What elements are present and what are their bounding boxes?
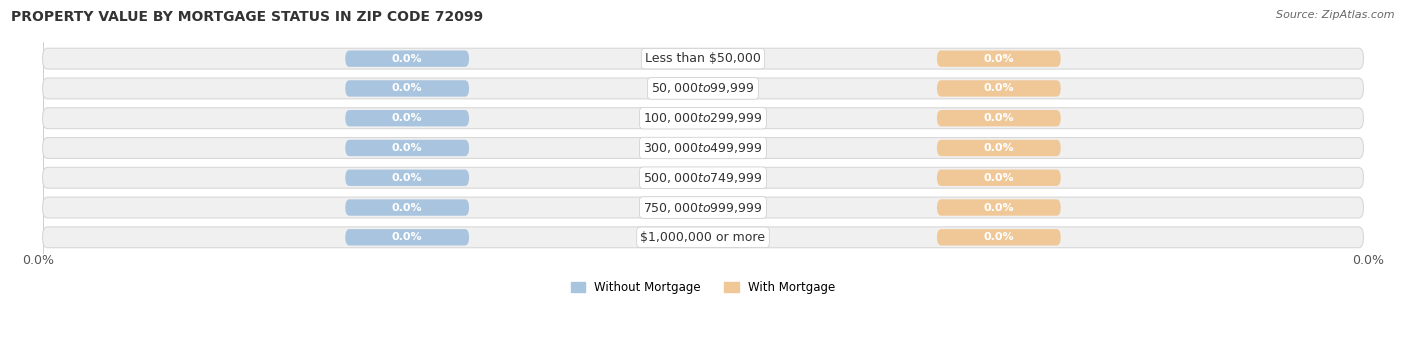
FancyBboxPatch shape	[346, 50, 470, 67]
FancyBboxPatch shape	[42, 227, 1364, 248]
FancyBboxPatch shape	[936, 50, 1060, 67]
Text: $50,000 to $99,999: $50,000 to $99,999	[651, 81, 755, 95]
FancyBboxPatch shape	[936, 229, 1060, 246]
Text: 0.0%: 0.0%	[984, 54, 1014, 64]
Text: $500,000 to $749,999: $500,000 to $749,999	[644, 171, 762, 185]
FancyBboxPatch shape	[42, 48, 1364, 69]
FancyBboxPatch shape	[346, 110, 470, 127]
FancyBboxPatch shape	[936, 140, 1060, 156]
Text: 0.0%: 0.0%	[392, 203, 422, 212]
Text: 0.0%: 0.0%	[392, 84, 422, 93]
FancyBboxPatch shape	[346, 169, 470, 186]
Text: PROPERTY VALUE BY MORTGAGE STATUS IN ZIP CODE 72099: PROPERTY VALUE BY MORTGAGE STATUS IN ZIP…	[11, 10, 484, 24]
Text: 0.0%: 0.0%	[984, 84, 1014, 93]
FancyBboxPatch shape	[42, 197, 1364, 218]
FancyBboxPatch shape	[346, 80, 470, 97]
Text: 0.0%: 0.0%	[984, 173, 1014, 183]
Text: 0.0%: 0.0%	[984, 232, 1014, 242]
FancyBboxPatch shape	[936, 110, 1060, 127]
Text: $750,000 to $999,999: $750,000 to $999,999	[644, 201, 762, 214]
FancyBboxPatch shape	[42, 137, 1364, 159]
FancyBboxPatch shape	[936, 80, 1060, 97]
Text: Source: ZipAtlas.com: Source: ZipAtlas.com	[1277, 10, 1395, 20]
Text: 0.0%: 0.0%	[984, 143, 1014, 153]
Text: 0.0%: 0.0%	[984, 203, 1014, 212]
Text: 0.0%: 0.0%	[392, 54, 422, 64]
FancyBboxPatch shape	[42, 167, 1364, 188]
Text: 0.0%: 0.0%	[984, 113, 1014, 123]
Text: Less than $50,000: Less than $50,000	[645, 52, 761, 65]
FancyBboxPatch shape	[42, 78, 1364, 99]
Text: 0.0%: 0.0%	[1353, 254, 1384, 267]
FancyBboxPatch shape	[346, 199, 470, 216]
Text: 0.0%: 0.0%	[22, 254, 53, 267]
FancyBboxPatch shape	[346, 229, 470, 246]
Text: $1,000,000 or more: $1,000,000 or more	[641, 231, 765, 244]
Legend: Without Mortgage, With Mortgage: Without Mortgage, With Mortgage	[571, 281, 835, 294]
FancyBboxPatch shape	[42, 108, 1364, 129]
Text: 0.0%: 0.0%	[392, 143, 422, 153]
Text: $100,000 to $299,999: $100,000 to $299,999	[644, 111, 762, 125]
Text: $300,000 to $499,999: $300,000 to $499,999	[644, 141, 762, 155]
Text: 0.0%: 0.0%	[392, 113, 422, 123]
Text: 0.0%: 0.0%	[392, 173, 422, 183]
FancyBboxPatch shape	[936, 169, 1060, 186]
FancyBboxPatch shape	[346, 140, 470, 156]
Text: 0.0%: 0.0%	[392, 232, 422, 242]
FancyBboxPatch shape	[936, 199, 1060, 216]
